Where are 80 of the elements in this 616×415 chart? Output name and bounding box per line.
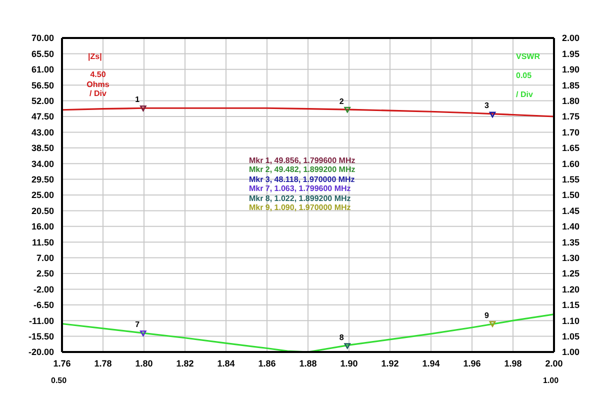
x-tick-label: 1.90 — [340, 358, 358, 368]
y-tick-label: 61.00 — [31, 64, 54, 75]
y-tick-label: 34.00 — [31, 158, 54, 169]
annotation: Mkr 8, 1.022, 1.899200 MHz — [248, 194, 351, 204]
x-tick-label: 1.88 — [299, 358, 317, 368]
y-tick-label: 56.50 — [31, 80, 54, 90]
annotation: 7 — [135, 320, 140, 330]
y2-tick-label: 1.50 — [562, 190, 580, 200]
x-tick-label: 1.86 — [258, 358, 276, 368]
annotation: 4.50 — [89, 70, 107, 80]
annotation: 3 — [484, 101, 489, 111]
x-tick-label: 1.96 — [463, 358, 481, 368]
y-tick-label: 43.00 — [31, 127, 54, 138]
y-tick-label: -15.50 — [28, 331, 54, 342]
text: 1.00 — [543, 376, 559, 386]
x-tick-label: 1.78 — [94, 358, 112, 368]
annotation: / Div — [88, 89, 108, 98]
y-tick-label: 7.00 — [36, 252, 54, 263]
annotation: 0.05 — [516, 71, 532, 80]
y2-tick-label: 1.20 — [562, 284, 580, 294]
annotation: Mkr 2, 49.482, 1.899200 MHz — [248, 165, 356, 175]
x-tick-label: 1.92 — [381, 358, 399, 368]
y2-tick-label: 1.90 — [562, 64, 580, 75]
y-tick-label: 47.50 — [31, 112, 54, 122]
y-tick-label: 2.50 — [36, 268, 54, 279]
y-tick-label: -11.00 — [28, 316, 54, 326]
y-axis-title: |Zs| — [88, 52, 102, 62]
y-tick-label: 11.50 — [32, 237, 54, 248]
annotation: 9 — [484, 310, 489, 320]
annotation: Mkr 7, 1.063, 1.799600 MHz — [248, 184, 351, 194]
annotation: 8 — [339, 332, 344, 342]
annotation: Ohms — [86, 80, 110, 89]
y2-tick-label: 1.45 — [562, 206, 580, 216]
y2-tick-label: 1.00 — [562, 347, 580, 358]
y2-axis-title: VSWR — [516, 52, 540, 62]
y-tick-label: -6.50 — [33, 300, 54, 310]
annotation: Mkr 3, 48.118, 1.970000 MHz — [248, 174, 355, 184]
y2-tick-label: 1.10 — [562, 316, 580, 326]
y2-tick-label: 1.65 — [562, 143, 580, 154]
annotation: / Div — [516, 90, 533, 100]
y-tick-label: -2.00 — [33, 284, 54, 294]
y-tick-label: 20.50 — [31, 206, 54, 216]
y2-tick-label: 1.05 — [562, 331, 580, 342]
x-tick-label: 1.76 — [53, 358, 71, 368]
annotation: 2 — [339, 96, 344, 106]
y-tick-label: 25.00 — [31, 190, 54, 200]
x-tick-label: 1.82 — [176, 358, 194, 368]
y2-tick-label: 1.75 — [562, 112, 580, 122]
y2-tick-label: 1.60 — [562, 158, 580, 169]
y-tick-label: -20.00 — [28, 347, 54, 358]
y-tick-label: 38.50 — [31, 143, 54, 154]
x-tick-label: 2.00 — [545, 358, 563, 368]
line-series — [62, 107, 554, 118]
x-tick-label: 1.94 — [422, 358, 440, 368]
y2-tick-label: 1.95 — [562, 48, 580, 59]
annotation: Mkr 1, 49.856, 1.799600 MHz — [248, 156, 356, 166]
x-tick-label: 1.98 — [504, 358, 522, 368]
y-tick-label: 65.50 — [31, 48, 54, 59]
y-tick-label: 70.00 — [31, 33, 54, 44]
text: 0.50 — [51, 376, 67, 386]
x-tick-label: 1.84 — [217, 358, 235, 368]
point — [489, 321, 496, 327]
y2-tick-label: 1.35 — [562, 237, 580, 248]
y2-tick-label: 1.40 — [562, 222, 580, 232]
y2-tick-label: 1.55 — [562, 174, 580, 184]
point — [140, 330, 146, 336]
annotation: 1 — [135, 95, 140, 105]
y-tick-label: 52.00 — [31, 96, 54, 106]
y-tick-label: 16.00 — [31, 222, 54, 232]
y2-tick-label: 1.30 — [562, 252, 580, 263]
y-tick-label: 29.50 — [31, 174, 54, 184]
y2-tick-label: 1.70 — [562, 127, 580, 138]
y2-tick-label: 1.85 — [562, 80, 580, 90]
annotation: Mkr 9, 1.090, 1.970000 MHz — [248, 203, 351, 213]
y2-tick-label: 1.25 — [562, 268, 580, 279]
y2-tick-label: 1.80 — [562, 96, 580, 106]
x-tick-label: 1.80 — [135, 358, 153, 368]
point — [344, 343, 351, 349]
y2-tick-label: 1.15 — [562, 300, 580, 310]
y2-tick-label: 2.00 — [562, 33, 580, 44]
